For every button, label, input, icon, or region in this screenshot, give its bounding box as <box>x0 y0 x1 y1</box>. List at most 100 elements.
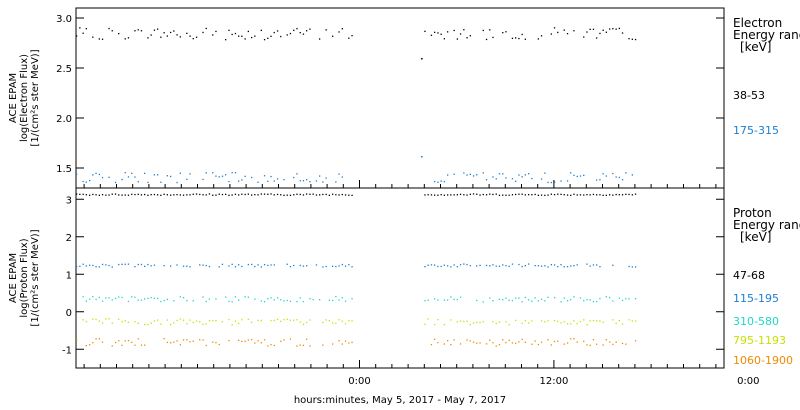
data-point-1060-1900 <box>612 343 614 345</box>
data-point-310-580 <box>437 299 439 301</box>
data-point-795-1193 <box>437 319 439 321</box>
data-point-47-68 <box>634 193 637 195</box>
data-point-47-68 <box>260 193 262 195</box>
data-point-115-195 <box>576 264 578 266</box>
data-point-38-53 <box>212 34 214 36</box>
data-point-310-580 <box>182 297 185 299</box>
data-point-175-315 <box>273 180 275 182</box>
data-point-115-195 <box>521 265 523 268</box>
data-point-175-315 <box>218 176 220 178</box>
data-point-310-580 <box>599 297 601 300</box>
data-point-175-315 <box>618 176 620 179</box>
data-point-795-1193 <box>105 318 107 320</box>
data-point-115-195 <box>286 263 288 265</box>
data-point-115-195 <box>434 264 436 266</box>
data-point-175-315 <box>447 174 449 176</box>
data-point-175-315 <box>502 173 504 175</box>
data-point-47-68 <box>563 194 565 196</box>
data-point-38-53 <box>332 35 334 37</box>
data-point-310-580 <box>202 296 204 298</box>
data-point-175-315 <box>315 180 318 182</box>
data-point-175-315 <box>263 175 266 177</box>
data-point-795-1193 <box>157 319 159 321</box>
data-point-115-195 <box>325 265 327 268</box>
data-point-310-580 <box>140 299 143 301</box>
data-point-38-53 <box>153 29 156 31</box>
data-point-38-53 <box>124 38 126 40</box>
data-point-175-315 <box>540 178 543 180</box>
data-point-47-68 <box>293 194 295 196</box>
data-point-310-580 <box>447 299 449 301</box>
data-point-795-1193 <box>618 320 620 322</box>
data-point-795-1193 <box>450 319 452 321</box>
data-point-175-315 <box>576 175 578 178</box>
data-point-47-68 <box>573 193 575 195</box>
data-point-795-1193 <box>434 323 436 326</box>
proton-ytick-label: 1 <box>66 270 72 281</box>
data-point-1060-1900 <box>634 340 637 342</box>
data-point-1060-1900 <box>547 339 549 341</box>
data-point-310-580 <box>153 297 156 299</box>
data-point-175-315 <box>306 179 308 181</box>
data-point-1060-1900 <box>95 338 97 340</box>
data-point-38-53 <box>85 28 87 30</box>
data-point-310-580 <box>108 297 110 299</box>
data-point-47-68 <box>566 194 569 196</box>
data-point-38-53 <box>296 28 298 30</box>
data-point-115-195 <box>147 263 149 266</box>
data-point-175-315 <box>270 175 272 178</box>
data-point-38-53 <box>225 39 227 41</box>
data-point-47-68 <box>579 194 582 196</box>
data-point-795-1193 <box>592 319 595 322</box>
data-point-175-315 <box>160 181 162 183</box>
data-point-47-68 <box>482 193 484 196</box>
data-point-38-53 <box>515 37 517 39</box>
data-point-310-580 <box>263 301 266 303</box>
data-point-175-315 <box>472 175 475 177</box>
data-point-115-195 <box>589 265 591 267</box>
data-point-175-315 <box>511 178 514 180</box>
data-point-47-68 <box>443 194 445 196</box>
data-point-795-1193 <box>179 318 181 320</box>
electron-legend-entry-2: 175-315 <box>733 124 779 137</box>
data-point-1060-1900 <box>434 338 436 340</box>
data-point-47-68 <box>251 194 253 196</box>
data-point-310-580 <box>121 296 123 299</box>
data-point-310-580 <box>309 298 311 300</box>
data-point-38-53 <box>440 33 442 35</box>
data-point-1060-1900 <box>563 343 565 345</box>
data-point-310-580 <box>605 296 607 298</box>
data-point-795-1193 <box>215 320 217 322</box>
data-point-795-1193 <box>95 318 97 321</box>
data-point-795-1193 <box>176 319 178 322</box>
data-point-310-580 <box>456 298 458 301</box>
data-point-47-68 <box>609 194 611 196</box>
data-point-1060-1900 <box>289 338 292 340</box>
data-point-47-68 <box>557 193 559 195</box>
data-point-115-195 <box>273 264 275 266</box>
data-point-795-1193 <box>583 319 585 321</box>
data-point-310-580 <box>443 299 445 301</box>
data-point-795-1193 <box>286 318 288 320</box>
data-point-47-68 <box>170 194 172 196</box>
data-point-38-53 <box>602 29 604 31</box>
data-point-175-315 <box>299 180 301 182</box>
data-point-795-1193 <box>479 321 481 324</box>
data-point-175-315 <box>521 176 523 178</box>
data-point-310-580 <box>612 300 614 302</box>
data-point-795-1193 <box>628 319 630 321</box>
data-point-47-68 <box>589 194 591 196</box>
data-point-38-53 <box>348 37 350 39</box>
data-point-310-580 <box>134 296 136 298</box>
data-point-115-195 <box>489 265 491 267</box>
data-point-1060-1900 <box>260 342 262 344</box>
data-point-1060-1900 <box>430 344 433 346</box>
data-point-47-68 <box>495 193 497 195</box>
data-point-310-580 <box>208 298 211 300</box>
data-point-47-68 <box>238 194 240 196</box>
data-point-310-580 <box>238 299 240 301</box>
data-point-1060-1900 <box>144 344 146 346</box>
data-point-47-68 <box>596 194 598 196</box>
proton-ytick-label: -1 <box>62 345 72 356</box>
